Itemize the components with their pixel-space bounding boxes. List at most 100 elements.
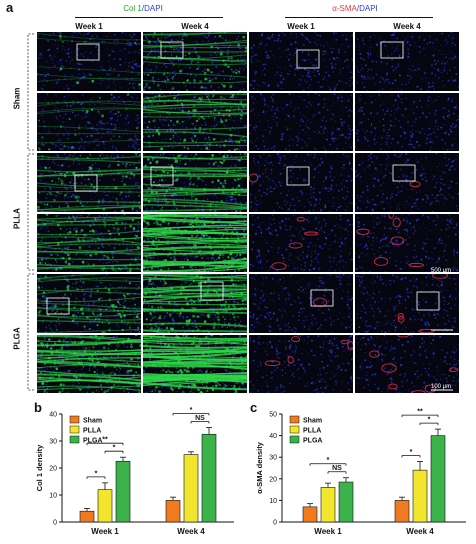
- y-tick-label: 30: [49, 439, 57, 446]
- significance-label: **: [417, 409, 423, 416]
- y-tick-label: 20: [49, 466, 57, 473]
- micrograph-tile: [37, 274, 141, 333]
- bar-sham-week-1: [79, 510, 95, 523]
- significance-label: NS: [195, 415, 205, 422]
- panel-b-letter: b: [34, 400, 42, 415]
- significance-label: *: [113, 445, 116, 452]
- y-tick-label: 10: [49, 493, 57, 500]
- significance-label: *: [327, 457, 330, 464]
- bar-plga-week-4: [430, 435, 446, 523]
- y-tick-label: 50: [269, 412, 277, 419]
- legend-label-plga: PLGA: [303, 438, 322, 445]
- sma-sep: /: [356, 4, 360, 13]
- significance-label: *: [95, 470, 98, 477]
- bar-plla-week-1: [97, 489, 113, 523]
- significance-label: *: [428, 417, 431, 424]
- bar-plga-week-1: [338, 481, 354, 523]
- significance-label: *: [190, 407, 193, 414]
- legend-swatch-plga: [69, 435, 80, 444]
- col-header-week4-sma: Week 4: [393, 22, 421, 31]
- micrograph-tile: [143, 93, 247, 151]
- col1-sep: /: [141, 4, 145, 13]
- y-tick-label: 40: [269, 433, 277, 440]
- y-axis-label: Col 1 density: [35, 444, 44, 492]
- bar-plla-week-4: [412, 469, 428, 523]
- y-tick-label: 10: [269, 498, 277, 505]
- micrograph-tile: [37, 93, 141, 151]
- col1-marker-label: Col 1: [123, 4, 142, 13]
- legend-label-plga: PLGA: [83, 438, 102, 445]
- sma-group-line: [285, 17, 433, 18]
- col-header-week1-col1: Week 1: [75, 22, 103, 31]
- bar-plla-week-1: [320, 487, 336, 523]
- col-header-week4-col1: Week 4: [181, 22, 209, 31]
- y-tick-label: 40: [49, 412, 57, 419]
- scale-bar-label-500: 500 μm: [431, 268, 452, 274]
- significance-label: NS: [332, 465, 342, 472]
- micrograph-tile: [355, 274, 459, 333]
- significance-label: *: [410, 449, 413, 456]
- micrograph-tile: [143, 32, 247, 91]
- group-header-col1: Col 1/DAPI: [40, 4, 246, 13]
- y-tick-label: 0: [53, 520, 57, 527]
- bar-sham-week-4: [165, 500, 181, 523]
- legend-label-plla: PLLA: [303, 428, 321, 435]
- micrograph-tile: [249, 214, 353, 272]
- bar-plga-week-1: [115, 460, 131, 523]
- row-label-plga: PLGA: [12, 327, 22, 350]
- micrograph-tile: [355, 93, 459, 151]
- micrograph-tile: [37, 32, 141, 91]
- micrograph-tile: [143, 274, 247, 333]
- row-label-sham: Sham: [12, 87, 22, 110]
- legend-swatch-plla: [69, 425, 80, 434]
- row-brackets: [27, 33, 34, 391]
- micrograph-tile: [249, 93, 353, 151]
- y-tick-label: 0: [273, 520, 277, 527]
- micrograph-tile: [249, 32, 353, 91]
- micrograph-tile: [143, 214, 247, 272]
- y-tick-label: 30: [269, 455, 277, 462]
- micrograph-tile: [37, 335, 141, 393]
- bar-plla-week-4: [183, 454, 199, 523]
- bar-sham-week-4: [394, 500, 410, 523]
- significance-label: **: [102, 437, 108, 444]
- col1-group-line: [75, 17, 223, 18]
- micrograph-tile: [249, 274, 353, 333]
- x-tick-label: Week 1: [91, 527, 119, 536]
- micrograph-tile: [249, 153, 353, 212]
- bar-sham-week-1: [302, 506, 318, 523]
- scale-bar-label-100: 100 μm: [431, 384, 452, 390]
- micrograph-tile: [355, 153, 459, 212]
- row-label-plla: PLLA: [12, 208, 22, 229]
- micrograph-tile: [249, 335, 353, 393]
- micrograph-tile: [37, 214, 141, 272]
- panel-c-letter: c: [250, 400, 258, 415]
- legend-swatch-plla: [289, 425, 300, 434]
- group-header-sma: α-SMA/DAPI: [250, 4, 460, 13]
- legend-swatch-plga: [289, 435, 300, 444]
- micrograph-tile: [355, 214, 459, 272]
- col-header-week1-sma: Week 1: [287, 22, 315, 31]
- legend-label-sham: Sham: [83, 418, 102, 425]
- col1-counter-label: DAPI: [144, 4, 163, 13]
- sma-marker-label: α-SMA: [332, 4, 357, 13]
- x-tick-label: Week 1: [314, 527, 342, 536]
- legend-label-sham: Sham: [303, 418, 322, 425]
- legend-swatch-sham: [289, 415, 300, 424]
- micrograph-tile: [37, 153, 141, 212]
- y-axis-label: α-SMA density: [255, 441, 264, 494]
- panel-a-letter: a: [6, 0, 14, 15]
- bar-plga-week-4: [201, 433, 217, 523]
- micrograph-tile: [143, 335, 247, 393]
- x-tick-label: Week 4: [177, 527, 205, 536]
- sma-counter-label: DAPI: [359, 4, 378, 13]
- x-tick-label: Week 4: [406, 527, 434, 536]
- legend-label-plla: PLLA: [83, 428, 101, 435]
- micrograph-tile: [143, 153, 247, 212]
- legend-swatch-sham: [69, 415, 80, 424]
- micrograph-tile: [355, 32, 459, 91]
- y-tick-label: 20: [269, 476, 277, 483]
- micrograph-tile: [355, 335, 459, 393]
